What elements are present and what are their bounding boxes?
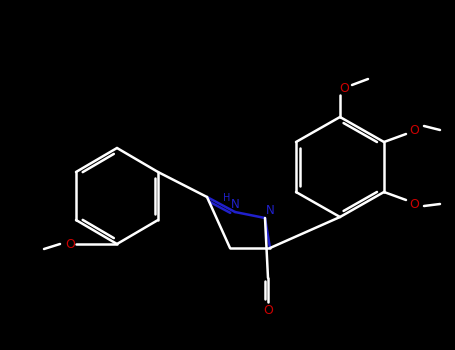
Text: O: O [263,303,273,316]
Text: N: N [231,197,239,210]
Text: O: O [339,83,349,96]
Text: O: O [409,197,419,210]
Text: H: H [223,193,231,203]
Text: O: O [65,238,75,251]
Text: O: O [409,124,419,136]
Text: N: N [266,203,274,217]
